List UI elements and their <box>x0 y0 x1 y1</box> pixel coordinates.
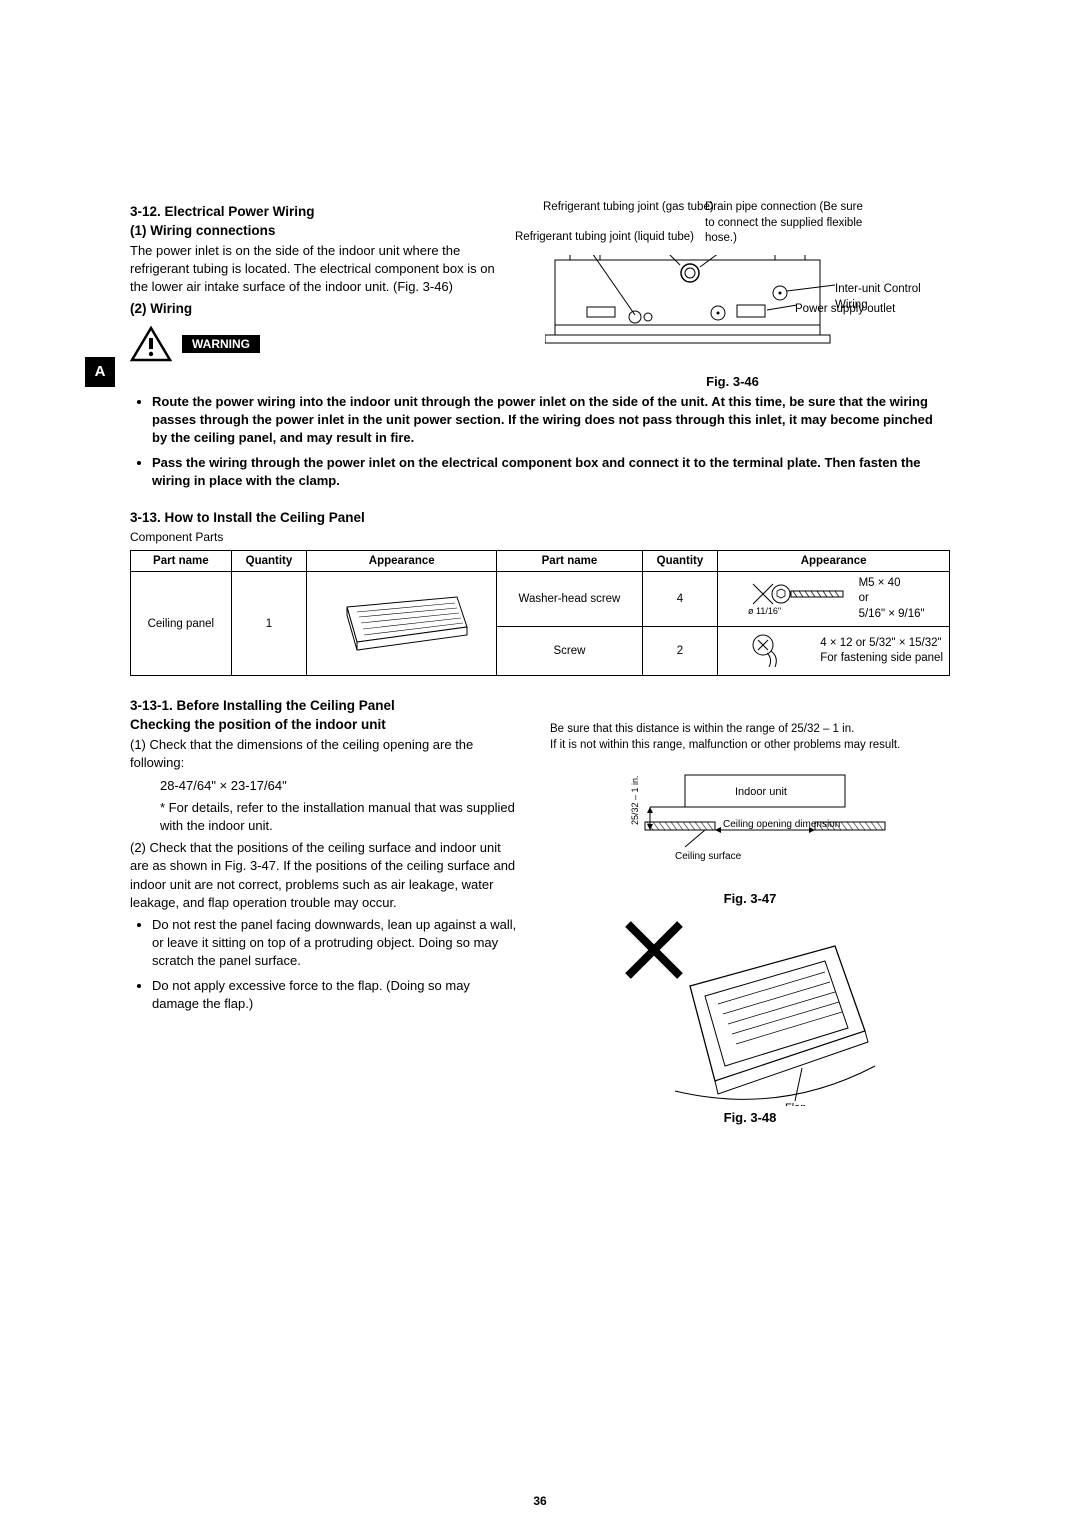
th-qty-1: Quantity <box>231 550 307 571</box>
fig-3-47: Indoor unit Ceiling opening dimension <box>590 767 910 887</box>
cell-ceiling-appearance <box>307 571 497 676</box>
numbered-list: (1) Check that the dimensions of the cei… <box>130 736 520 912</box>
fig348-svg: Flap <box>620 916 880 1106</box>
col-right: Refrigerant tubing joint (gas tube) Refr… <box>495 200 950 389</box>
col-3131-right: Be sure that this distance is within the… <box>550 694 950 1125</box>
fig347-ceil-surf: Ceiling surface <box>675 851 742 862</box>
page-number: 36 <box>0 1494 1080 1508</box>
th-partname-1: Part name <box>131 550 232 571</box>
page: A 3-12. Electrical Power Wiring (1) Wiri… <box>0 0 1080 1528</box>
washer-appearance-text: M5 × 40 or 5/16" × 9/16" <box>859 576 925 623</box>
star-note: * For details, refer to the installation… <box>160 799 520 835</box>
cell-ceiling-qty: 1 <box>231 571 307 676</box>
fig-3-46-caption: Fig. 3-46 <box>515 374 950 389</box>
unit-diagram-icon <box>545 255 840 355</box>
fig347-indoor-text: Indoor unit <box>735 786 787 798</box>
heading-3-13-1: 3-13-1. Before Installing the Ceiling Pa… <box>130 698 520 713</box>
fig347-svg: Indoor unit Ceiling opening dimension <box>590 767 910 877</box>
subhead-wiring: (2) Wiring <box>130 301 495 316</box>
item-1: (1) Check that the dimensions of the cei… <box>130 736 520 772</box>
dims: 28-47/64" × 23-17/64" <box>160 777 520 795</box>
table-row: Ceiling panel 1 Washer-head screw 4 <box>131 571 950 627</box>
fig-3-47-caption: Fig. 3-47 <box>550 891 950 906</box>
subhead-wiring-connections: (1) Wiring connections <box>130 223 495 238</box>
th-appearance-2: Appearance <box>718 550 950 571</box>
cell-screw-qty: 2 <box>642 627 718 676</box>
heading-3-12: 3-12. Electrical Power Wiring <box>130 204 495 219</box>
fig-3-46: Refrigerant tubing joint (gas tube) Refr… <box>515 200 945 370</box>
plain-bullets: Do not rest the panel facing downwards, … <box>130 916 520 1013</box>
para-power-inlet: The power inlet is on the side of the in… <box>130 242 495 297</box>
top-row: 3-12. Electrical Power Wiring (1) Wiring… <box>130 200 950 389</box>
heading-3-13: 3-13. How to Install the Ceiling Panel <box>130 510 950 525</box>
section-3-13-1-row: 3-13-1. Before Installing the Ceiling Pa… <box>130 694 950 1125</box>
fig-3-48: Flap <box>620 916 880 1106</box>
fig347-note: Be sure that this distance is within the… <box>550 722 950 753</box>
th-appearance-1: Appearance <box>307 550 497 571</box>
cell-screw: Screw <box>497 627 642 676</box>
col-left: 3-12. Electrical Power Wiring (1) Wiring… <box>130 200 495 389</box>
screw-icon <box>724 631 814 671</box>
col-3131-left: 3-13-1. Before Installing the Ceiling Pa… <box>130 694 520 1125</box>
bullet-panel-rest: Do not rest the panel facing downwards, … <box>152 916 520 971</box>
cell-washer-qty: 4 <box>642 571 718 627</box>
th-qty-2: Quantity <box>642 550 718 571</box>
fig347-ceiling-opening: Ceiling opening dimension <box>723 819 840 830</box>
fig348-flap: Flap <box>785 1102 806 1106</box>
label-refrig-liq: Refrigerant tubing joint (liquid tube) <box>515 230 694 246</box>
th-partname-2: Part name <box>497 550 642 571</box>
item-2: (2) Check that the positions of the ceil… <box>130 839 520 912</box>
warning-row: WARNING <box>130 326 495 362</box>
cell-washer-appearance: ø 11/16" M5 × 40 or 5/16" × 9/16" <box>718 571 950 627</box>
screw-appearance-text: 4 × 12 or 5/32" × 15/32" For fastening s… <box>820 636 943 667</box>
cell-screw-appearance: 4 × 12 or 5/32" × 15/32" For fastening s… <box>718 627 950 676</box>
warning-bullets: Route the power wiring into the indoor u… <box>130 393 950 490</box>
warning-triangle-icon <box>130 326 172 362</box>
warn-bullet-1: Route the power wiring into the indoor u… <box>152 393 950 448</box>
component-parts-table: Part name Quantity Appearance Part name … <box>130 550 950 677</box>
label-drain: Drain pipe connection (Be sure to connec… <box>705 200 875 247</box>
fig-3-48-caption: Fig. 3-48 <box>550 1110 950 1125</box>
table-header-row: Part name Quantity Appearance Part name … <box>131 550 950 571</box>
svg-text:ø 11/16": ø 11/16" <box>748 606 781 616</box>
checking-heading: Checking the position of the indoor unit <box>130 717 520 732</box>
cell-ceiling-panel: Ceiling panel <box>131 571 232 676</box>
comp-parts-label: Component Parts <box>130 529 950 546</box>
cell-washer: Washer-head screw <box>497 571 642 627</box>
ceiling-panel-icon <box>327 587 477 657</box>
fig347-vert: 25/32 – 1 in. <box>630 776 640 826</box>
warning-badge: WARNING <box>182 335 260 353</box>
side-tab-a: A <box>85 357 115 387</box>
warn-bullet-2: Pass the wiring through the power inlet … <box>152 454 950 490</box>
bullet-flap-force: Do not apply excessive force to the flap… <box>152 977 520 1013</box>
label-refrig-gas: Refrigerant tubing joint (gas tube) <box>543 200 714 216</box>
washer-screw-icon: ø 11/16" <box>743 579 853 619</box>
